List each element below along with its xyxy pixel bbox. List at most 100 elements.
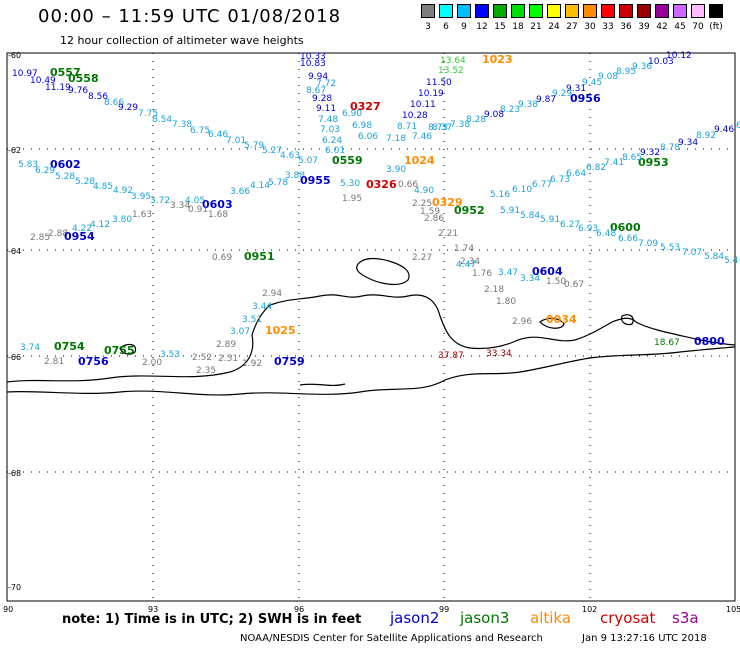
wave-height-value: 3.95 — [131, 192, 151, 202]
wave-height-value: 3.34 — [520, 274, 540, 284]
wave-height-value: 7.01 — [226, 136, 246, 146]
scale-swatch — [583, 4, 597, 18]
wave-height-value: 5.27 — [262, 146, 282, 156]
scale-label: 70 — [692, 22, 704, 32]
scale-swatch — [619, 4, 633, 18]
wave-height-value: 9.08 — [484, 110, 504, 120]
wave-height-value: 7.07 — [682, 248, 702, 258]
wave-height-value: 9.29 — [552, 89, 572, 99]
wave-height-value: 3.90 — [386, 165, 406, 175]
wave-height-value: 10.28 — [402, 111, 428, 121]
wave-height-value: 9.11 — [316, 104, 336, 114]
wave-height-value: 3.88 — [285, 171, 305, 181]
lat-tick: -68 — [8, 469, 21, 478]
wave-height-value: 6.66 — [618, 234, 638, 244]
wave-height-value: 2.35 — [196, 366, 216, 376]
wave-height-value: 3.34 — [170, 201, 190, 211]
timestamp: Jan 9 13:27:16 UTC 2018 — [582, 633, 707, 644]
scale-label: 9 — [461, 22, 467, 32]
lon-tick: 93 — [148, 605, 158, 614]
wave-height-value: 7.75 — [138, 109, 158, 119]
lat-tick: -62 — [8, 146, 21, 155]
wave-height-value: 3.74 — [20, 343, 40, 353]
scale-label: 36 — [620, 22, 632, 32]
wave-height-value: 7.18 — [386, 134, 406, 144]
lon-tick: 102 — [582, 605, 597, 614]
wave-height-value: 4.63 — [280, 151, 300, 161]
wave-height-value: 5.28 — [55, 172, 75, 182]
lat-axis: -60 -62 -64 -66 -68 -70 — [8, 51, 21, 592]
wave-height-value: 6.48 — [596, 229, 616, 239]
wave-height-value: 4.14 — [250, 181, 270, 191]
wave-height-value: 7.48 — [318, 115, 338, 125]
pass-time-label: 0600 — [610, 221, 641, 234]
wave-height-value: 4.22 — [72, 224, 92, 234]
wave-height-value: 7.41 — [604, 158, 624, 168]
pass-time-label: 0327 — [350, 100, 381, 113]
wave-height-value: 6 — [736, 121, 740, 131]
wave-height-value: 13.64 — [440, 56, 466, 66]
wave-height-value: 2.25 — [412, 199, 432, 209]
wave-height-value: 7.38 — [450, 120, 470, 130]
wave-height-value: 8.23 — [500, 105, 520, 115]
wave-height-value: 7.72 — [316, 79, 336, 89]
wave-height-value: 8.92 — [696, 131, 716, 141]
pass-time-label: 0557 — [50, 66, 81, 79]
lon-axis: 90 93 96 99 102 105 — [3, 605, 740, 614]
wave-height-value: 1.68 — [208, 210, 228, 220]
wave-height-value: 8.71 — [397, 122, 417, 132]
wave-height-value: 7.46 — [412, 132, 432, 142]
wave-height-value: 5.30 — [340, 179, 360, 189]
wave-height-value: 8.56 — [88, 92, 108, 102]
wave-height-value: 7.09 — [638, 239, 658, 249]
lat-tick: -60 — [8, 51, 21, 60]
wave-height-value: 10.19 — [418, 89, 444, 99]
wave-height-value: 6.24 — [322, 136, 342, 146]
coastline — [6, 257, 736, 396]
wave-height-value: 10.49 — [30, 76, 56, 86]
scale-swatch — [457, 4, 471, 18]
wave-height-value: 2.86 — [424, 214, 444, 224]
pass-time-label: 0955 — [300, 174, 331, 187]
page-title: 00:00 – 11:59 UTC 01/08/2018 — [38, 6, 342, 27]
wave-height-value: 4.05 — [185, 196, 205, 206]
wave-height-value: 4.12 — [90, 220, 110, 230]
wave-height-value: 5.84 — [704, 252, 724, 262]
wave-height-value: 6.90 — [342, 109, 362, 119]
scale-label: 15 — [494, 22, 506, 32]
pass-time-label: 0956 — [570, 92, 601, 105]
wave-height-value: 3.51 — [242, 315, 262, 325]
lon-tick: 96 — [294, 605, 304, 614]
lat-tick: -64 — [8, 247, 21, 256]
wave-height-value: 2.96 — [512, 317, 532, 327]
wave-height-value: 6.98 — [352, 121, 372, 131]
wave-height-value: 2.51 — [218, 354, 238, 364]
scale-swatch — [709, 4, 723, 18]
wave-height-value: 5.83 — [18, 160, 38, 170]
pass-time-label: 0952 — [454, 204, 485, 217]
wave-height-value: 5.28 — [75, 177, 95, 187]
scale-swatch — [637, 4, 651, 18]
wave-height-value: 8.66 — [104, 98, 124, 108]
wave-height-value: 6.64 — [566, 169, 586, 179]
wave-height-value: 7.38 — [172, 120, 192, 130]
scale-swatch — [529, 4, 543, 18]
wave-height-value: 6.93 — [578, 224, 598, 234]
lon-tick: 99 — [439, 605, 449, 614]
wave-height-value: 0.66 — [398, 180, 418, 190]
scale-label: 12 — [476, 22, 488, 32]
wave-height-value: 1.59 — [420, 207, 440, 217]
wave-height-value: 3.72 — [150, 196, 170, 206]
satellite-altika: altika — [530, 609, 572, 627]
lon-tick: 105 — [726, 605, 740, 614]
wave-height-value: 0.67 — [564, 280, 584, 290]
wave-height-value: 11.19 — [45, 83, 71, 93]
scale-label: 33 — [602, 22, 614, 32]
scale-swatch — [421, 4, 435, 18]
wave-height-value: 10.83 — [300, 59, 326, 69]
wave-height-value: 10.03 — [648, 57, 674, 67]
pass-time-label: 0602 — [50, 158, 81, 171]
wave-height-value: 9.94 — [308, 72, 328, 82]
pass-time-label: 0559 — [332, 154, 363, 167]
